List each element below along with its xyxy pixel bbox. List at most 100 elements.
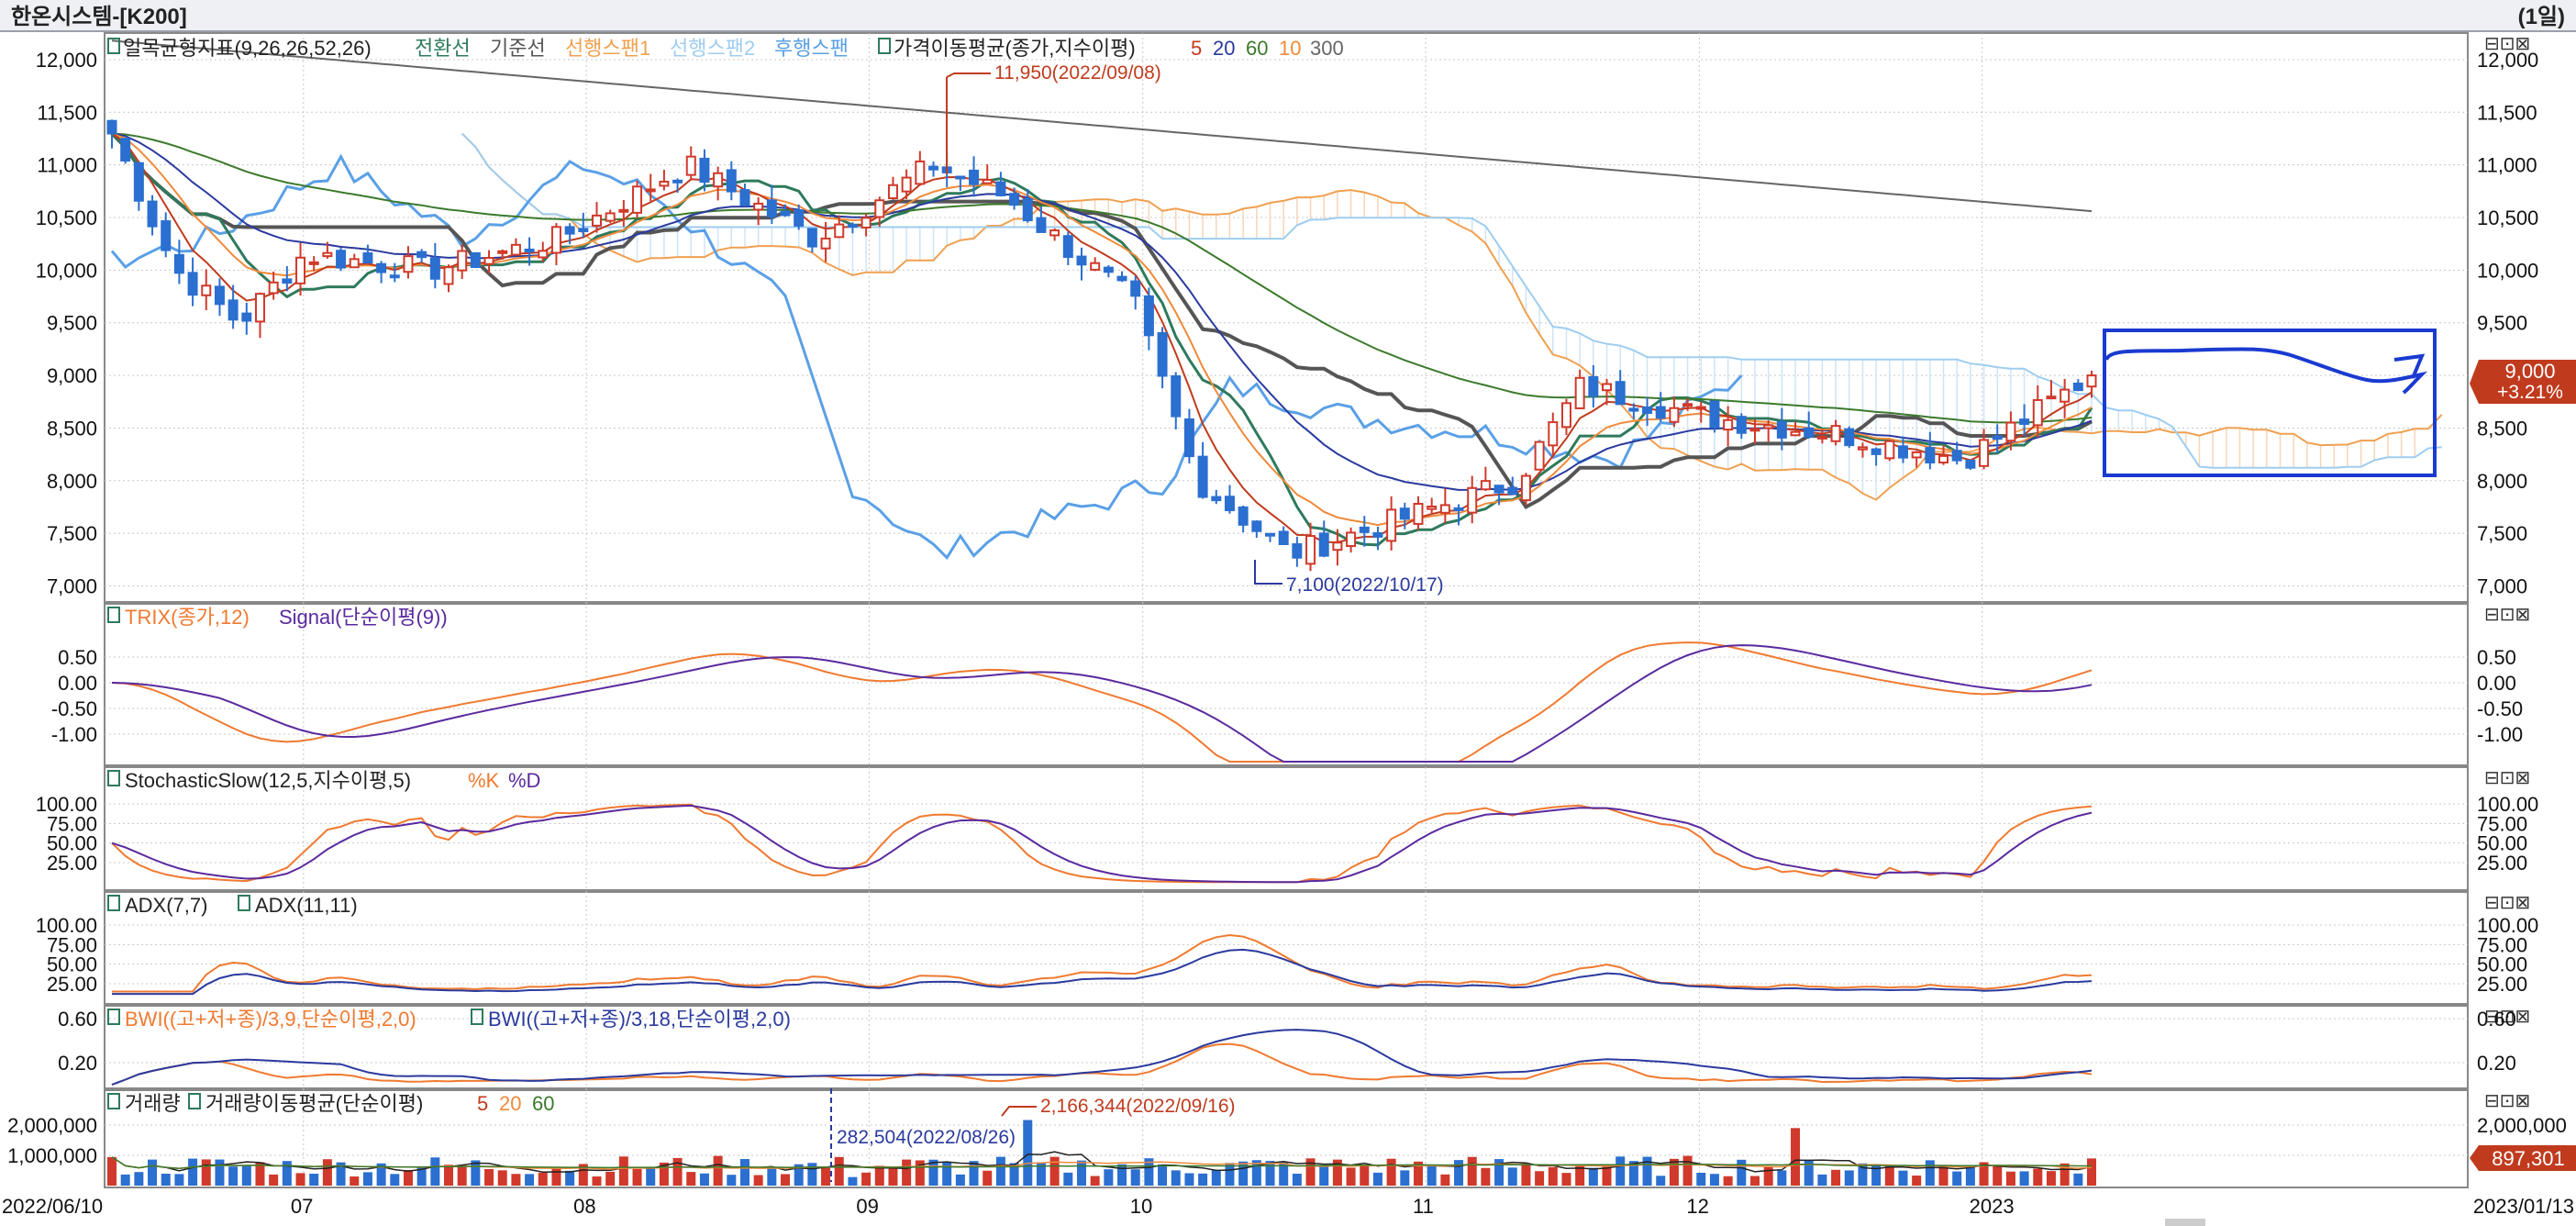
candle bbox=[282, 278, 293, 284]
candle bbox=[1116, 275, 1127, 282]
volume-bar bbox=[1198, 1173, 1208, 1186]
price-ytick-right: 7,000 bbox=[2477, 575, 2527, 598]
legend-kijun: 기준선 bbox=[490, 37, 546, 60]
volume-bar bbox=[1292, 1174, 1302, 1186]
scroll-thumb[interactable] bbox=[2165, 1219, 2205, 1226]
candle bbox=[1251, 520, 1262, 532]
volume-bar bbox=[1063, 1172, 1073, 1186]
candle bbox=[538, 250, 549, 259]
legend-lagging: 후행스팬 bbox=[774, 37, 849, 60]
volume-bar bbox=[1319, 1165, 1329, 1186]
candle bbox=[1979, 439, 1990, 467]
volume-bar bbox=[511, 1174, 521, 1186]
price-ytick-left: 11,000 bbox=[37, 154, 97, 177]
volume-bar bbox=[1993, 1165, 2003, 1186]
trix-ytick-left: 0.50 bbox=[58, 646, 97, 669]
volume-bar bbox=[2019, 1171, 2029, 1186]
tenkan-line bbox=[110, 132, 2093, 547]
candle bbox=[322, 251, 333, 258]
candle bbox=[1143, 295, 1154, 337]
period-label[interactable]: (1일) bbox=[2518, 5, 2565, 29]
panel-controls-volume[interactable]: ⊟⊡⊠ bbox=[2484, 1091, 2530, 1111]
adx1-legend[interactable]: ADX(7,7) bbox=[125, 894, 207, 917]
candle bbox=[429, 257, 440, 280]
candle bbox=[618, 208, 629, 213]
x-label: 11 bbox=[1413, 1195, 1434, 1218]
trix-ytick-left: -1.00 bbox=[51, 723, 97, 746]
candle bbox=[780, 210, 791, 217]
candle bbox=[591, 214, 602, 227]
price-ytick-left: 7,500 bbox=[47, 522, 97, 545]
volume-bar bbox=[2060, 1163, 2070, 1186]
highlight-box bbox=[2103, 329, 2437, 477]
volume-bar bbox=[1481, 1167, 1491, 1186]
candle bbox=[1776, 420, 1787, 439]
volume-bar bbox=[416, 1167, 427, 1186]
high-annotation: 11,950(2022/09/08) bbox=[994, 62, 1161, 84]
volume-bar bbox=[1036, 1162, 1046, 1186]
volume-bar bbox=[928, 1159, 938, 1186]
candle bbox=[254, 293, 265, 323]
volume-ma60-line bbox=[111, 1156, 2092, 1170]
adx-ytick-right: 25.00 bbox=[2477, 973, 2527, 996]
x-label: 12 bbox=[1686, 1195, 1708, 1218]
volume-bar bbox=[848, 1176, 858, 1186]
candle bbox=[1480, 480, 1491, 491]
volume-bar bbox=[403, 1169, 413, 1186]
panel-controls-trix[interactable]: ⊟⊡⊠ bbox=[2484, 605, 2530, 625]
volume-bar bbox=[2073, 1173, 2083, 1186]
panel-controls-bwi[interactable]: ⊟⊡⊠ bbox=[2484, 1007, 2530, 1027]
stochastic-ytick-right: 25.00 bbox=[2477, 852, 2527, 875]
volume-ytick-left: 2,000,000 bbox=[7, 1114, 97, 1137]
candle bbox=[955, 175, 966, 180]
trix-legend[interactable]: TRIX(종가,12) bbox=[125, 606, 250, 629]
ma300-line bbox=[111, 39, 2093, 213]
volume-bar bbox=[1548, 1166, 1558, 1186]
price-ytick-right: 10,000 bbox=[2477, 259, 2538, 282]
bwi-ytick-left: 0.60 bbox=[58, 1008, 97, 1031]
volume-ma-legend[interactable]: 거래량이동평균(단순이평) bbox=[205, 1092, 423, 1115]
volume-bar bbox=[1561, 1173, 1571, 1186]
candle bbox=[403, 255, 414, 273]
volume-bar bbox=[713, 1155, 723, 1186]
candle bbox=[147, 200, 158, 228]
candle bbox=[524, 248, 535, 252]
volume-bar bbox=[1251, 1160, 1261, 1186]
candle bbox=[901, 176, 912, 193]
candle bbox=[1951, 450, 1962, 462]
ma-legend[interactable]: 가격이동평균(종가,지수이평) bbox=[894, 37, 1136, 60]
candle bbox=[1183, 418, 1194, 458]
adx2-legend[interactable]: ADX(11,11) bbox=[255, 894, 358, 917]
ichimoku-legend[interactable]: 일목균형지표(9,26,26,52,26) bbox=[123, 37, 372, 60]
volume-bar bbox=[605, 1171, 616, 1186]
kijun-line bbox=[110, 132, 2093, 510]
volume-bar bbox=[1965, 1165, 1975, 1186]
volume-bar bbox=[1467, 1156, 1477, 1186]
volume-bar bbox=[1616, 1156, 1626, 1186]
candle bbox=[1925, 447, 1936, 464]
candle bbox=[1265, 532, 1276, 537]
candle bbox=[672, 179, 683, 184]
last-volume-tag: 897,301 bbox=[2470, 1145, 2576, 1171]
volume-bar bbox=[1507, 1167, 1517, 1186]
candle bbox=[1682, 403, 1693, 407]
panel-controls-price[interactable]: ⊟⊡⊠ bbox=[2484, 34, 2530, 54]
stochastic-legend[interactable]: StochasticSlow(12,5,지수이평,5) bbox=[125, 769, 411, 792]
volume-bar bbox=[861, 1172, 872, 1186]
candle bbox=[632, 185, 643, 214]
candle bbox=[161, 220, 172, 251]
bwi2-legend[interactable]: BWI((고+저+종)/3,18,단순이평,2,0) bbox=[488, 1008, 791, 1031]
volume-bar bbox=[269, 1174, 279, 1186]
volume-bar bbox=[161, 1174, 171, 1186]
panel-controls-adx[interactable]: ⊟⊡⊠ bbox=[2484, 893, 2530, 913]
volume-legend[interactable]: 거래량 bbox=[125, 1092, 181, 1115]
volume-bar bbox=[578, 1164, 588, 1186]
candle bbox=[1574, 376, 1585, 409]
candle bbox=[389, 274, 400, 279]
candle bbox=[1090, 262, 1101, 271]
candle bbox=[1372, 531, 1383, 538]
bwi1-legend[interactable]: BWI((고+저+종)/3,9,단순이평,2,0) bbox=[125, 1008, 416, 1031]
volume-bar bbox=[686, 1172, 696, 1186]
volume-bar bbox=[1912, 1176, 1922, 1186]
panel-controls-stochastic[interactable]: ⊟⊡⊠ bbox=[2484, 768, 2530, 788]
